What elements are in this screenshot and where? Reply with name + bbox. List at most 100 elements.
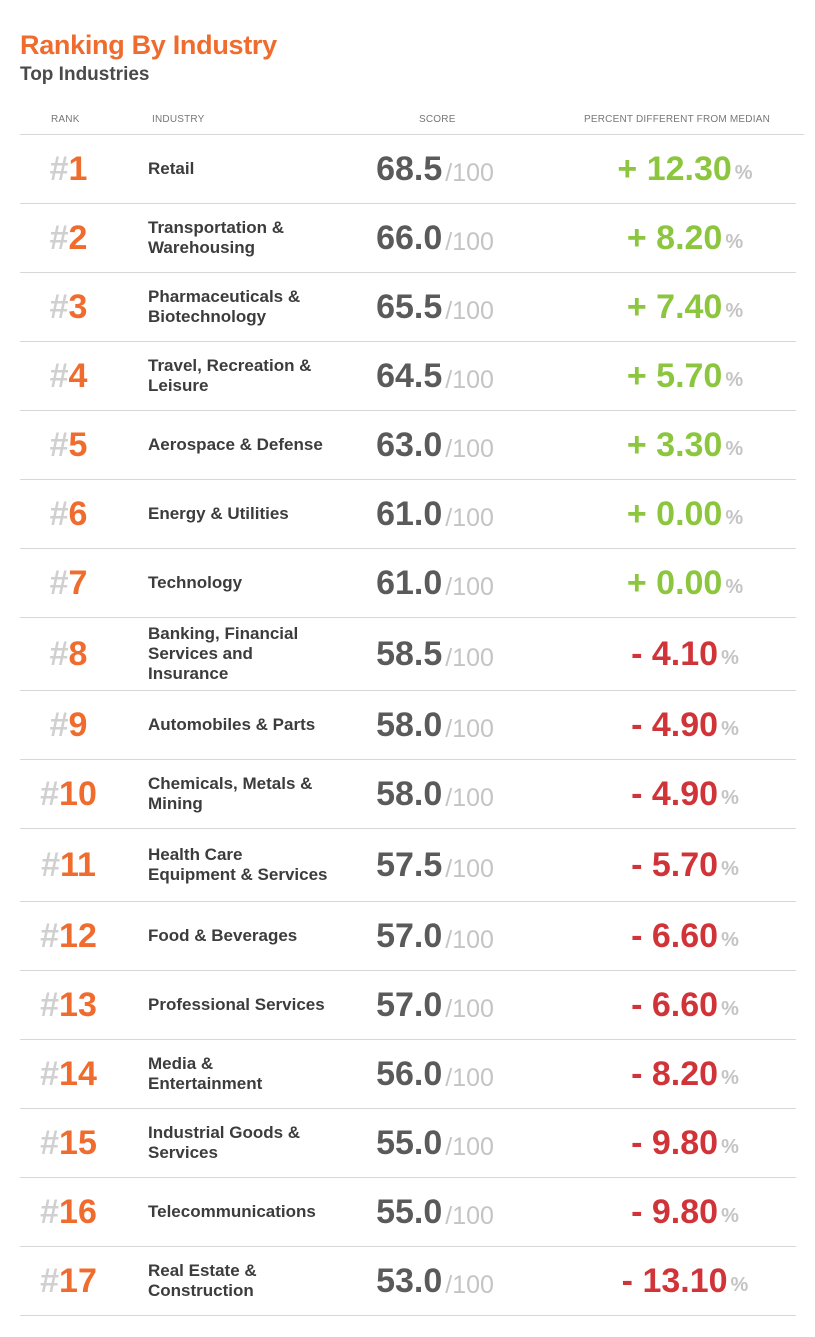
industry-name: Transportation & Warehousing — [148, 218, 285, 257]
percent-symbol: % — [725, 506, 744, 529]
hash-symbol: # — [49, 218, 69, 257]
score-cell: 65.5/100 — [320, 273, 550, 341]
industry-name: Technology — [148, 573, 243, 592]
rank-cell: #6 — [20, 480, 117, 548]
rank-cell: #13 — [20, 971, 117, 1039]
table-row: #16 Telecommunications 55.0/100- 9.80% — [20, 1178, 796, 1247]
score-max: /100 — [445, 1063, 494, 1092]
table-row: #7 Technology 61.0/100 + 0.00% — [20, 549, 796, 618]
score-value: 58.0 — [376, 705, 443, 744]
percent-symbol: % — [725, 299, 744, 322]
score-value: 58.0 — [376, 774, 443, 813]
hash-symbol: # — [49, 287, 69, 326]
score-cell: 55.0/100 — [320, 1109, 550, 1177]
rank-cell: #2 — [20, 204, 117, 272]
table-row: #3 Pharmaceuticals & Biotechnology 65.5/10… — [20, 273, 796, 342]
score-cell: 57.0/100 — [320, 902, 550, 970]
rank-cell: #15 — [20, 1109, 117, 1177]
table-row: #4 Travel, Recreation & Leisure 64.5/100 + … — [20, 342, 796, 411]
rank-cell: #7 — [20, 549, 117, 617]
score-max: /100 — [445, 158, 494, 187]
industry-name: Media & Entertainment — [148, 1054, 263, 1093]
score-value: 56.0 — [376, 1054, 443, 1093]
score-value: 66.0 — [376, 218, 443, 257]
score-value: 57.0 — [376, 916, 443, 955]
column-header-percent: PERCENT DIFFERENT FROM MEDIAN — [584, 114, 770, 125]
percent-cell: - 13.10% — [540, 1247, 815, 1315]
score-value: 63.0 — [376, 425, 443, 464]
column-header-score: SCORE — [419, 114, 456, 125]
score-max: /100 — [445, 643, 494, 672]
score-max: /100 — [445, 227, 494, 256]
rank-number: 12 — [59, 916, 97, 955]
column-header-rank: RANK — [51, 114, 80, 125]
score-max: /100 — [445, 925, 494, 954]
rank-cell: #14 — [20, 1040, 117, 1108]
rank-number: 17 — [59, 1261, 97, 1300]
rank-cell: #16 — [20, 1178, 117, 1246]
rank-number: 7 — [68, 563, 88, 602]
hash-symbol: # — [40, 1261, 60, 1300]
percent-value: - 9.80 — [631, 1123, 719, 1162]
ranking-table: #1 Retail 68.5/100 + 12.30% #2 Transportation… — [0, 135, 815, 1316]
hash-symbol: # — [49, 634, 69, 673]
industry-name: Telecommunications — [148, 1202, 316, 1221]
industry-name: Travel, Recreation & Leisure — [148, 356, 312, 395]
score-cell: 56.0/100 — [320, 1040, 550, 1108]
score-value: 68.5 — [376, 149, 443, 188]
score-max: /100 — [445, 365, 494, 394]
percent-value: + 3.30 — [626, 425, 723, 464]
rank-number: 6 — [68, 494, 88, 533]
percent-value: + 7.40 — [626, 287, 723, 326]
hash-symbol: # — [49, 705, 69, 744]
percent-cell: - 4.10% — [540, 618, 815, 690]
score-value: 65.5 — [376, 287, 443, 326]
score-value: 57.0 — [376, 985, 443, 1024]
percent-symbol: % — [721, 1135, 739, 1158]
score-max: /100 — [445, 503, 494, 532]
score-max: /100 — [445, 1201, 494, 1230]
industry-name: Aerospace & Defense — [148, 435, 323, 454]
percent-cell: - 4.90% — [540, 691, 815, 759]
score-value: 58.5 — [376, 634, 443, 673]
percent-symbol: % — [721, 1204, 739, 1227]
score-max: /100 — [445, 854, 494, 883]
rank-cell: #1 — [20, 135, 117, 203]
table-row: #15 Industrial Goods & Services 55.0/100 - … — [20, 1109, 796, 1178]
table-row: #10 Chemicals, Metals & Mining 58.0/100- 4… — [20, 760, 796, 829]
percent-symbol: % — [730, 1273, 749, 1296]
table-row: #6 Energy & Utilities 61.0/100 + 0.00% — [20, 480, 796, 549]
percent-value: + 5.70 — [626, 356, 723, 395]
rank-number: 4 — [68, 356, 88, 395]
table-row: #12 Food & Beverages 57.0/100 - 6.60% — [20, 902, 796, 971]
rank-number: 10 — [59, 774, 97, 813]
percent-cell: - 6.60% — [540, 902, 815, 970]
rank-number: 3 — [68, 287, 88, 326]
industry-name: Real Estate & Construction — [148, 1261, 257, 1300]
percent-symbol: % — [725, 368, 744, 391]
score-value: 53.0 — [376, 1261, 443, 1300]
percent-cell: + 0.00% — [540, 549, 815, 617]
rank-cell: #3 — [20, 273, 117, 341]
hash-symbol: # — [40, 1054, 60, 1093]
industry-name: Retail — [148, 159, 195, 178]
rank-number: 13 — [59, 985, 97, 1024]
industry-name: Chemicals, Metals & Mining — [148, 774, 313, 813]
industry-name: Banking, Financial Services and Insuranc… — [148, 624, 299, 683]
score-cell: 58.5/100 — [320, 618, 550, 690]
score-value: 55.0 — [376, 1192, 443, 1231]
percent-cell: + 12.30% — [540, 135, 815, 203]
percent-value: - 13.10 — [621, 1261, 728, 1300]
score-max: /100 — [445, 296, 494, 325]
percent-symbol: % — [721, 1066, 739, 1089]
percent-symbol: % — [721, 717, 739, 740]
score-cell: 64.5/100 — [320, 342, 550, 410]
percent-symbol: % — [721, 928, 739, 951]
percent-value: - 8.20 — [631, 1054, 719, 1093]
score-max: /100 — [445, 994, 494, 1023]
hash-symbol: # — [49, 356, 69, 395]
percent-value: - 4.90 — [631, 705, 719, 744]
percent-cell: + 7.40% — [540, 273, 815, 341]
table-row: #11 Health Care Equipment & Services 57.5/… — [20, 829, 796, 902]
percent-cell: - 8.20% — [540, 1040, 815, 1108]
